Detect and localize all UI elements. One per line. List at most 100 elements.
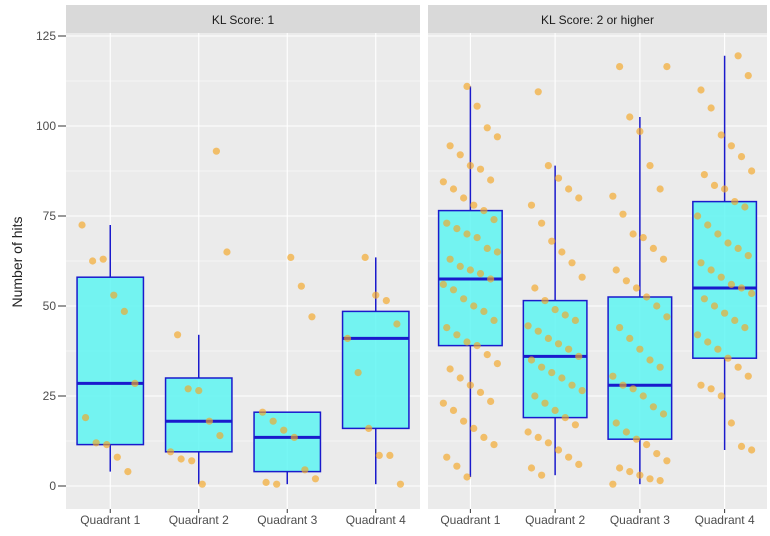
data-point xyxy=(473,102,481,110)
data-point xyxy=(480,433,488,441)
data-point xyxy=(710,302,719,310)
data-point xyxy=(724,239,732,247)
data-point xyxy=(558,248,566,256)
facet-panel-1: KL Score: 1 Quadrant 1 Quadrant 2 Quadrant … xyxy=(66,5,420,527)
y-tick-label: 50 xyxy=(43,299,57,313)
data-point xyxy=(354,369,362,377)
data-point xyxy=(466,162,474,170)
data-point xyxy=(92,439,100,447)
x-tick-label: Quadrant 4 xyxy=(346,513,406,527)
data-point xyxy=(697,259,705,267)
data-point xyxy=(694,331,702,339)
data-point xyxy=(612,266,620,274)
data-point xyxy=(609,192,617,200)
data-point xyxy=(639,234,647,242)
data-point xyxy=(273,480,281,488)
data-point xyxy=(480,207,488,215)
data-point xyxy=(439,399,447,407)
data-point xyxy=(663,63,671,71)
data-point xyxy=(616,324,624,332)
x-tick-label: Quadrant 1 xyxy=(80,513,140,527)
data-point xyxy=(396,480,405,488)
data-point xyxy=(731,198,739,206)
data-point xyxy=(262,478,270,486)
y-tick-label: 100 xyxy=(36,119,56,133)
data-point xyxy=(568,259,576,267)
facet-strip xyxy=(66,5,420,33)
data-point xyxy=(113,453,121,461)
data-point xyxy=(565,453,573,461)
data-point xyxy=(120,307,128,315)
data-point xyxy=(544,162,552,170)
data-point xyxy=(629,230,637,238)
data-point xyxy=(531,284,539,292)
data-point xyxy=(173,331,182,339)
data-point xyxy=(636,471,644,479)
data-point xyxy=(710,181,719,189)
data-point xyxy=(493,360,501,368)
data-point xyxy=(487,397,495,405)
data-point xyxy=(551,406,559,414)
data-point xyxy=(741,203,749,211)
data-point xyxy=(707,266,715,274)
data-point xyxy=(463,473,471,481)
data-point xyxy=(493,248,501,256)
data-point xyxy=(460,295,468,303)
data-point xyxy=(527,464,536,472)
data-point xyxy=(744,252,752,260)
data-point xyxy=(280,426,288,434)
data-point xyxy=(646,356,654,364)
data-point xyxy=(544,439,552,447)
data-point xyxy=(205,417,213,425)
data-point xyxy=(575,194,583,202)
data-point xyxy=(616,464,624,472)
data-point xyxy=(297,282,305,290)
x-tick-label: Quadrant 4 xyxy=(695,513,755,527)
box-iqr xyxy=(341,310,410,430)
data-point xyxy=(639,392,647,400)
data-point xyxy=(534,88,542,96)
data-point xyxy=(490,316,498,324)
data-point xyxy=(490,441,498,449)
data-point xyxy=(538,363,546,371)
data-point xyxy=(287,253,295,261)
data-point xyxy=(212,147,220,155)
x-tick-label: Quadrant 1 xyxy=(440,513,500,527)
y-tick-label: 0 xyxy=(49,479,56,493)
data-point xyxy=(619,210,627,218)
data-point xyxy=(439,178,447,186)
data-point xyxy=(741,324,749,332)
data-point xyxy=(124,468,132,476)
data-point xyxy=(470,201,478,209)
box-quadrant-4 xyxy=(341,253,410,488)
data-point xyxy=(195,387,203,395)
data-point xyxy=(78,221,86,229)
data-point xyxy=(103,441,111,449)
box-quadrant-4 xyxy=(692,52,758,454)
data-point xyxy=(386,451,394,459)
data-point xyxy=(656,185,664,193)
data-point xyxy=(223,248,231,256)
box-quadrant-1 xyxy=(76,221,145,476)
data-point xyxy=(704,338,712,346)
x-tick-label: Quadrant 3 xyxy=(610,513,670,527)
data-point xyxy=(561,414,569,422)
data-point xyxy=(487,176,495,184)
data-point xyxy=(653,302,661,310)
data-point xyxy=(531,392,539,400)
data-point xyxy=(365,424,373,432)
data-point xyxy=(727,142,735,150)
data-point xyxy=(470,302,478,310)
data-point xyxy=(258,408,267,416)
data-point xyxy=(188,457,196,465)
data-point xyxy=(636,345,644,353)
data-point xyxy=(439,280,447,288)
data-point xyxy=(527,201,536,209)
data-point xyxy=(612,419,620,427)
data-point xyxy=(301,466,309,474)
data-point xyxy=(619,381,627,389)
data-point xyxy=(714,345,722,353)
data-point xyxy=(480,307,488,315)
